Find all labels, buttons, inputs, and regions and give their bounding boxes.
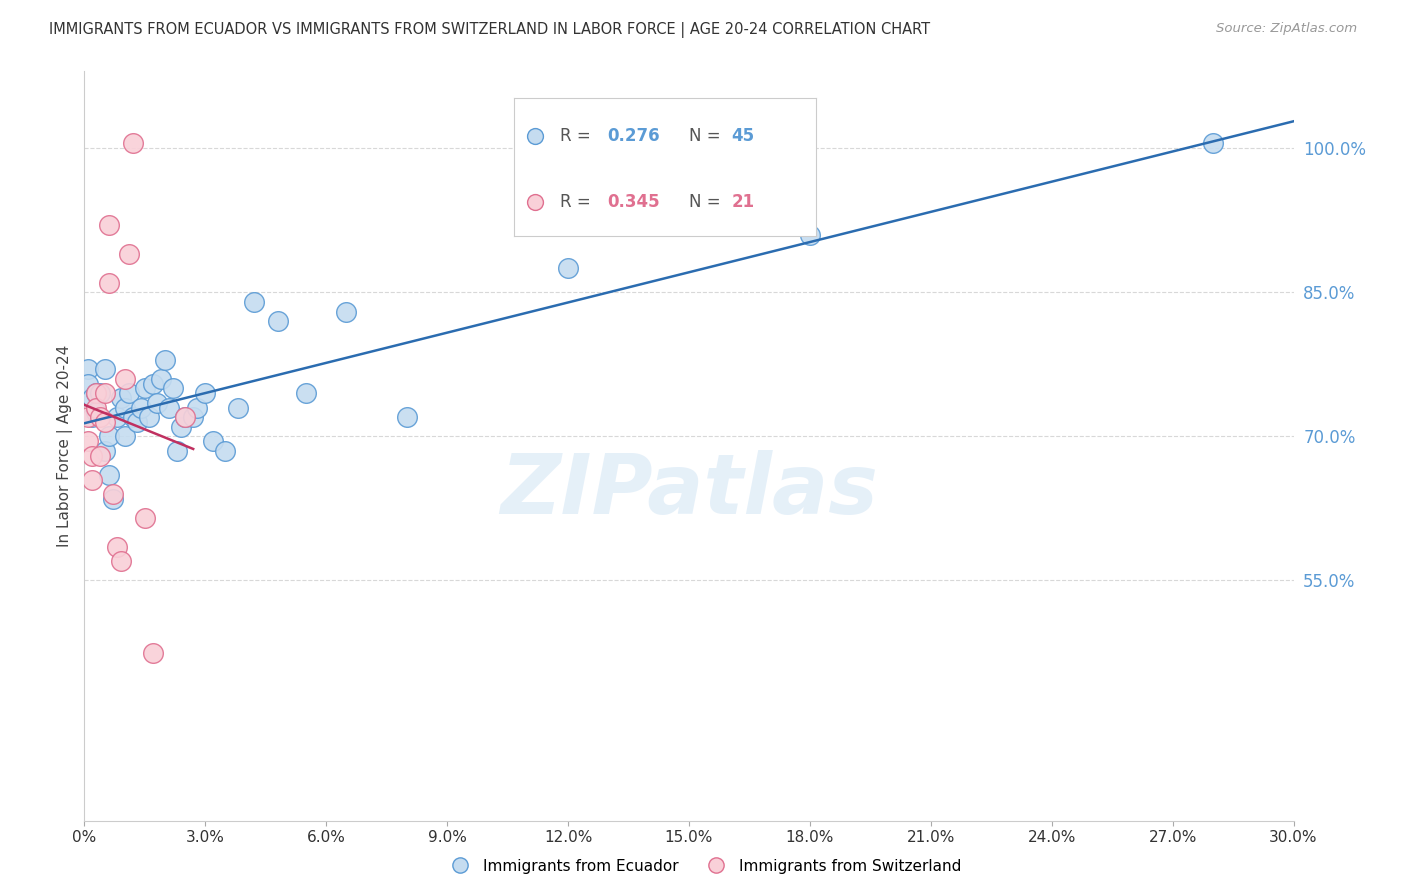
Point bbox=[86, 405, 108, 419]
Point bbox=[214, 443, 236, 458]
Point bbox=[97, 429, 120, 443]
Point bbox=[97, 218, 120, 232]
Point bbox=[82, 410, 104, 425]
Point bbox=[242, 294, 264, 309]
Point bbox=[114, 401, 136, 415]
Point bbox=[93, 362, 115, 376]
Point bbox=[267, 314, 290, 328]
Point bbox=[97, 467, 120, 482]
Point bbox=[89, 386, 111, 401]
Point bbox=[89, 449, 111, 463]
Point bbox=[101, 487, 124, 501]
Point bbox=[86, 401, 108, 415]
Point bbox=[105, 410, 128, 425]
Point bbox=[226, 401, 249, 415]
Point bbox=[97, 276, 120, 290]
Point bbox=[149, 372, 172, 386]
Point bbox=[142, 646, 165, 660]
Point bbox=[125, 415, 148, 429]
Point bbox=[186, 401, 208, 415]
Point bbox=[77, 410, 100, 425]
Point bbox=[181, 410, 204, 425]
Point bbox=[118, 386, 141, 401]
Point bbox=[1202, 136, 1225, 151]
Point bbox=[89, 410, 111, 425]
Point bbox=[295, 386, 318, 401]
Point bbox=[110, 391, 132, 405]
Point bbox=[335, 304, 357, 318]
Point bbox=[146, 396, 169, 410]
Text: ZIPatlas: ZIPatlas bbox=[501, 450, 877, 532]
Point bbox=[110, 554, 132, 568]
Point bbox=[129, 401, 152, 415]
Y-axis label: In Labor Force | Age 20-24: In Labor Force | Age 20-24 bbox=[58, 345, 73, 547]
Point bbox=[174, 410, 197, 425]
Point bbox=[82, 449, 104, 463]
Point bbox=[138, 410, 160, 425]
Point bbox=[121, 136, 143, 151]
Point bbox=[86, 386, 108, 401]
Point bbox=[105, 540, 128, 554]
Point bbox=[77, 434, 100, 449]
Point bbox=[799, 227, 821, 242]
Point bbox=[194, 386, 217, 401]
Point bbox=[157, 401, 180, 415]
Point bbox=[153, 352, 176, 367]
Point bbox=[93, 415, 115, 429]
Point bbox=[93, 386, 115, 401]
Point bbox=[114, 372, 136, 386]
Point bbox=[101, 491, 124, 506]
Point bbox=[395, 410, 418, 425]
Text: IMMIGRANTS FROM ECUADOR VS IMMIGRANTS FROM SWITZERLAND IN LABOR FORCE | AGE 20-2: IMMIGRANTS FROM ECUADOR VS IMMIGRANTS FR… bbox=[49, 22, 931, 38]
Point bbox=[86, 386, 108, 401]
Point bbox=[82, 391, 104, 405]
Point bbox=[134, 511, 156, 525]
Point bbox=[202, 434, 225, 449]
Point bbox=[77, 362, 100, 376]
Point bbox=[134, 381, 156, 395]
Point bbox=[118, 247, 141, 261]
Point bbox=[174, 410, 197, 425]
Point bbox=[82, 473, 104, 487]
Text: Source: ZipAtlas.com: Source: ZipAtlas.com bbox=[1216, 22, 1357, 36]
Point bbox=[170, 419, 193, 434]
Point bbox=[121, 410, 143, 425]
Point bbox=[93, 443, 115, 458]
Point bbox=[142, 376, 165, 391]
Point bbox=[166, 443, 188, 458]
Point bbox=[114, 429, 136, 443]
Point bbox=[557, 261, 579, 276]
Point bbox=[162, 381, 184, 395]
Point bbox=[77, 376, 100, 391]
Legend: Immigrants from Ecuador, Immigrants from Switzerland: Immigrants from Ecuador, Immigrants from… bbox=[439, 853, 967, 880]
